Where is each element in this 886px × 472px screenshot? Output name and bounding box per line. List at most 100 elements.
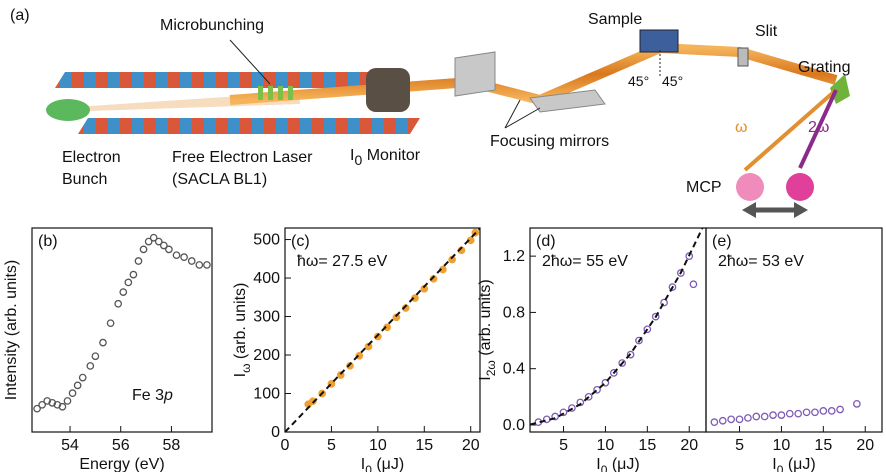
data-point xyxy=(728,416,734,422)
y-tick-label: 100 xyxy=(253,386,280,403)
data-point xyxy=(787,411,793,417)
label: Sample xyxy=(588,11,642,28)
data-point xyxy=(812,409,818,415)
data-point xyxy=(173,252,179,258)
plot-area xyxy=(711,401,860,426)
mirror xyxy=(455,52,495,96)
label: Microbunching xyxy=(160,17,264,34)
label: Focusing mirrors xyxy=(490,133,609,150)
annotation: 2ħω= 55 eV xyxy=(542,253,628,270)
x-tick-label: 56 xyxy=(112,437,130,454)
label: Grating xyxy=(798,59,850,76)
data-point xyxy=(778,412,784,418)
sample xyxy=(640,30,678,52)
axis-label-part: (arb. units) xyxy=(232,283,249,364)
data-point xyxy=(795,411,801,417)
data-point xyxy=(135,258,141,264)
data-point xyxy=(745,415,751,421)
y-axis-label: Intensity (arb. units) xyxy=(3,260,20,401)
x-tick-label: 10 xyxy=(369,437,387,454)
data-point xyxy=(820,408,826,414)
mcp-detector xyxy=(736,173,764,201)
label: Bunch xyxy=(62,171,107,188)
axis-label-part: (μJ) xyxy=(783,456,815,472)
panel-label: (b) xyxy=(38,233,58,250)
plot-area xyxy=(34,235,210,412)
annotation: Fe 3p xyxy=(132,387,173,404)
data-point xyxy=(829,408,835,414)
i0-monitor xyxy=(366,68,410,112)
annotation-part: Fe 3 xyxy=(132,387,164,404)
x-tick-label: 10 xyxy=(597,437,615,454)
label: 45° xyxy=(628,73,649,89)
fit-line xyxy=(530,221,706,425)
data-point xyxy=(64,398,70,404)
y-tick-label: 1.2 xyxy=(503,248,525,265)
annotation: ħω= 27.5 eV xyxy=(297,253,388,270)
y-tick-label: 0.8 xyxy=(503,304,525,321)
label: Slit xyxy=(755,23,778,40)
data-point xyxy=(753,413,759,419)
label: Free Electron Laser xyxy=(172,149,313,166)
data-point xyxy=(720,418,726,424)
axis-label-part: 2ω xyxy=(484,360,498,376)
data-point xyxy=(80,374,86,380)
label-part: 0 xyxy=(354,152,362,168)
data-point xyxy=(711,419,717,425)
figure: (a) Microbunching Sample Slit Grating 45… xyxy=(0,0,886,472)
x-tick-label: 5 xyxy=(559,437,568,454)
electron-bunch xyxy=(46,99,90,121)
data-point xyxy=(204,262,210,268)
axis-label-part: ω xyxy=(239,364,253,373)
data-point xyxy=(690,281,696,287)
data-point xyxy=(115,301,121,307)
undulator-top xyxy=(55,72,405,88)
data-point xyxy=(166,246,172,252)
slit xyxy=(738,48,748,66)
data-point xyxy=(736,416,742,422)
axis-label-part: (arb. units) xyxy=(477,279,494,360)
x-tick-label: 5 xyxy=(327,437,336,454)
label: 2ω xyxy=(808,119,829,136)
schematic: (a) Microbunching Sample Slit Grating 45… xyxy=(10,7,850,218)
x-tick-label: 15 xyxy=(415,437,433,454)
panel-label: (d) xyxy=(536,233,556,250)
label: 45° xyxy=(662,73,683,89)
data-point xyxy=(130,271,136,277)
x-tick-label: 10 xyxy=(773,437,791,454)
x-tick-label: 58 xyxy=(163,437,181,454)
data-point xyxy=(854,401,860,407)
data-point xyxy=(189,258,195,264)
label: MCP xyxy=(686,179,722,196)
y-tick-label: 500 xyxy=(253,232,280,249)
x-tick-label: 20 xyxy=(462,437,480,454)
data-point xyxy=(69,390,75,396)
label: I0 Monitor xyxy=(350,147,421,168)
axis-label: I0 (μJ) xyxy=(596,456,639,472)
panel-label: (a) xyxy=(10,7,30,24)
data-point xyxy=(74,382,80,388)
undulator-bottom xyxy=(78,118,420,134)
data-point xyxy=(100,339,106,345)
axis-label: I0 (μJ) xyxy=(772,456,815,472)
x-tick-label: 0 xyxy=(281,437,290,454)
y-tick-label: 200 xyxy=(253,347,280,364)
data-point xyxy=(196,262,202,268)
data-point xyxy=(837,406,843,412)
x-tick-label: 20 xyxy=(680,437,698,454)
data-point xyxy=(770,412,776,418)
x-tick-label: 15 xyxy=(814,437,832,454)
data-point xyxy=(120,289,126,295)
y-tick-label: 0.0 xyxy=(503,417,525,434)
data-point xyxy=(140,246,146,252)
y-tick-label: 0.4 xyxy=(503,361,525,378)
label: Electron xyxy=(62,149,121,166)
annotation: 2ħω= 53 eV xyxy=(718,253,804,270)
mirror xyxy=(530,90,605,112)
label-part: Monitor xyxy=(362,147,420,164)
data-point xyxy=(107,320,113,326)
annotation-part: p xyxy=(163,387,173,404)
y-tick-label: 0 xyxy=(271,424,280,441)
data-point xyxy=(87,363,93,369)
panel-label: (e) xyxy=(712,233,732,250)
